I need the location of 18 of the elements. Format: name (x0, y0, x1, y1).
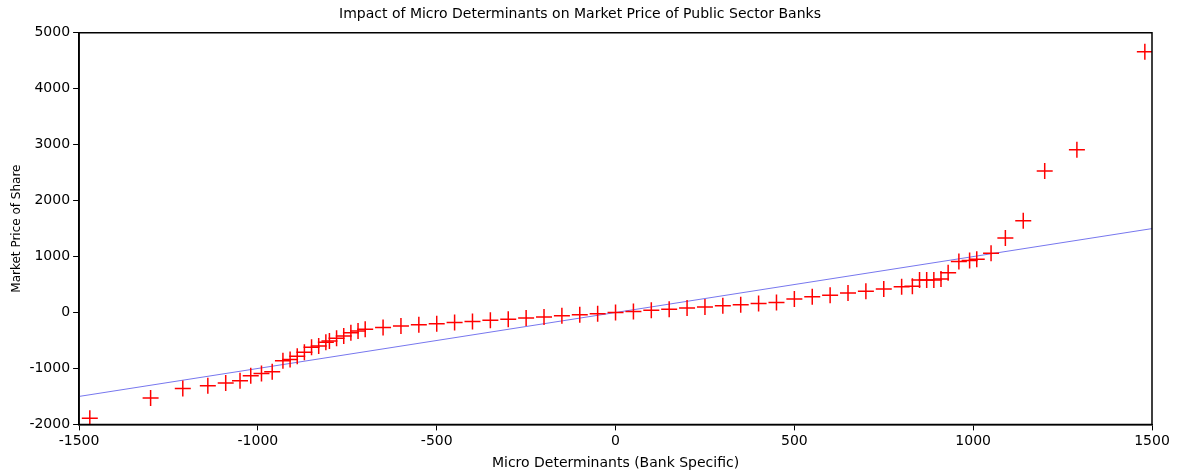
y-tick-label: 4000 (34, 79, 71, 96)
y-tick-label: 0 (61, 303, 71, 320)
y-tick-label: 3000 (34, 135, 71, 152)
y-tick-label: 2000 (34, 191, 71, 208)
y-tick-label: -1000 (29, 359, 71, 376)
x-tick-label: -1000 (237, 432, 279, 449)
x-tick-label: 1000 (955, 432, 991, 449)
y-tick-label: 1000 (34, 247, 71, 264)
x-tick-label: 500 (780, 432, 808, 449)
chart-title: Impact of Micro Determinants on Market Price of Public Sector Banks (339, 5, 821, 22)
x-tick-label: -500 (420, 432, 453, 449)
y-tick-label: 5000 (34, 23, 71, 40)
x-axis-title: Micro Determinants (Bank Specific) (491, 454, 740, 471)
y-tick-label: -2000 (29, 415, 71, 432)
x-tick-label: 1500 (1134, 432, 1170, 449)
x-tick-label: -1500 (58, 432, 100, 449)
y-axis-title: Market Price of Share (9, 164, 24, 293)
x-tick-label: 0 (611, 432, 620, 449)
